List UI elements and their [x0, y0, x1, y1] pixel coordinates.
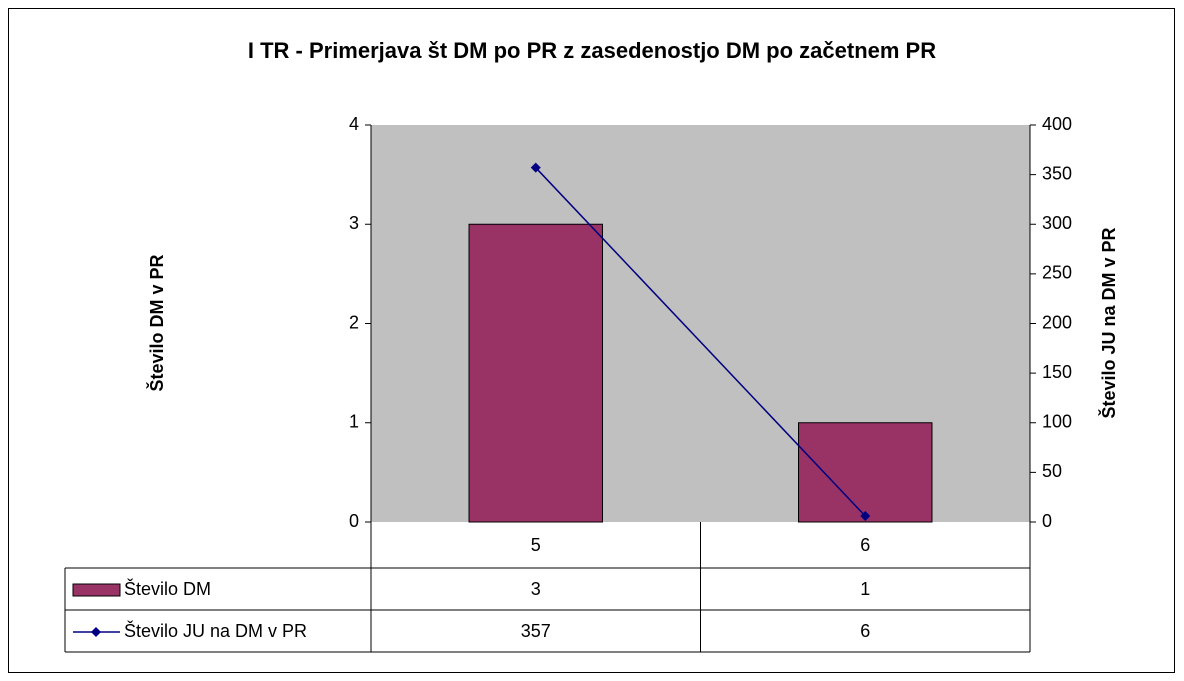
y-tick-label: 2: [349, 312, 359, 332]
table-value: 3: [531, 579, 541, 599]
line-marker: [530, 162, 541, 173]
y-axis-title: Število DM v PR: [146, 254, 167, 391]
y2-tick-label: 250: [1042, 263, 1072, 283]
y2-tick-label: 300: [1042, 213, 1072, 233]
line-marker: [860, 511, 871, 522]
y2-tick-label: 150: [1042, 362, 1072, 382]
legend-key: [72, 583, 121, 597]
bar: [468, 223, 603, 523]
y-tick-label: 1: [349, 412, 359, 432]
x-tick-label: 6: [860, 535, 870, 555]
table-value: 357: [521, 621, 551, 641]
table-value: 1: [860, 579, 870, 599]
y-tick-label: 3: [349, 213, 359, 233]
y-tick-label: 0: [349, 511, 359, 531]
chart-title: I TR - Primerjava št DM po PR z zasedeno…: [248, 38, 936, 63]
y2-axis-title: Število JU na DM v PR: [1098, 227, 1119, 418]
y2-tick-label: 0: [1042, 511, 1052, 531]
y2-tick-label: 200: [1042, 312, 1072, 332]
line: [535, 167, 866, 517]
table-value: 6: [860, 621, 870, 641]
y-tick-label: 4: [349, 114, 359, 134]
y2-tick-label: 50: [1042, 461, 1062, 481]
x-tick-label: 5: [531, 535, 541, 555]
legend-label: Število DM: [124, 578, 211, 599]
y2-tick-label: 350: [1042, 163, 1072, 183]
legend-label: Število JU na DM v PR: [124, 620, 307, 641]
y2-tick-label: 100: [1042, 412, 1072, 432]
legend-key-marker: [91, 627, 101, 637]
bar: [798, 422, 933, 523]
y2-tick-label: 400: [1042, 114, 1072, 134]
